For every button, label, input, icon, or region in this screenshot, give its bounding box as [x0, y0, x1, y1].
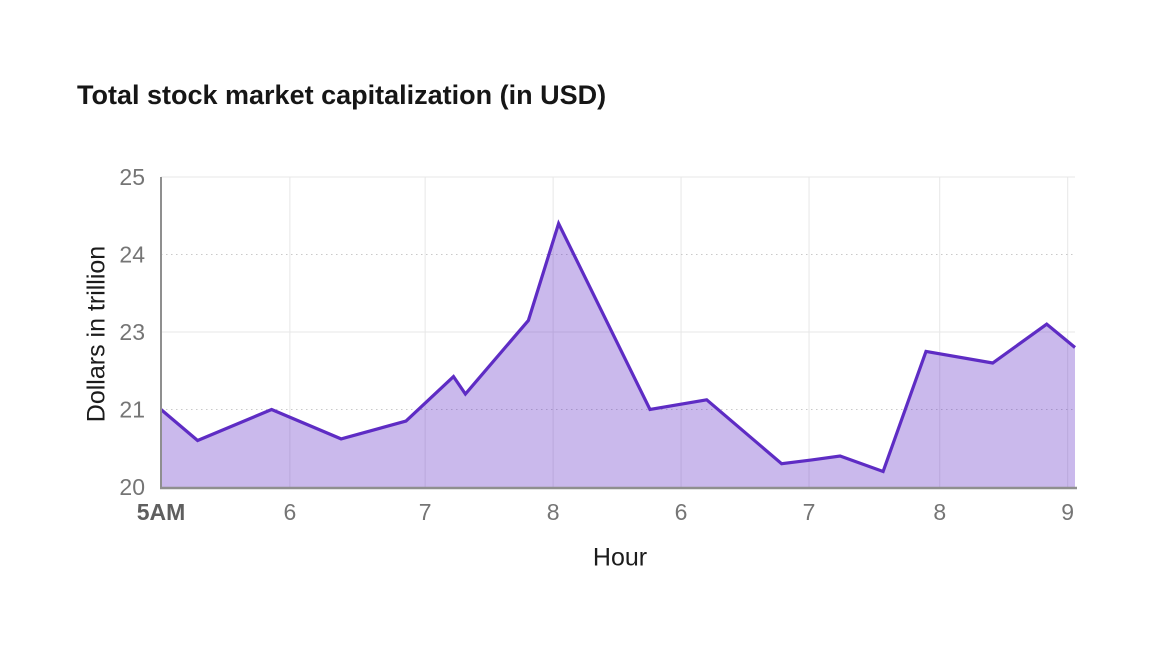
series-line: [159, 219, 1077, 474]
y-tick-label: 25: [119, 164, 145, 190]
y-tick-label: 20: [119, 474, 145, 500]
x-tick-label: 6: [283, 499, 296, 525]
x-tick-label: 8: [933, 499, 946, 525]
x-tick-label: 8: [547, 499, 560, 525]
x-tick-label: 5AM: [137, 499, 186, 525]
y-tick-label: 23: [119, 319, 145, 345]
x-tick-label: 9: [1061, 499, 1074, 525]
x-tick-label: 7: [803, 499, 816, 525]
chart-title: Total stock market capitalization (in US…: [77, 80, 607, 110]
area-fill: [161, 223, 1075, 487]
y-tick-label: 21: [119, 397, 145, 423]
x-tick-label: 7: [419, 499, 432, 525]
y-tick-label: 24: [119, 242, 145, 268]
x-axis-title: Hour: [592, 543, 648, 572]
x-tick-label: 6: [675, 499, 688, 525]
